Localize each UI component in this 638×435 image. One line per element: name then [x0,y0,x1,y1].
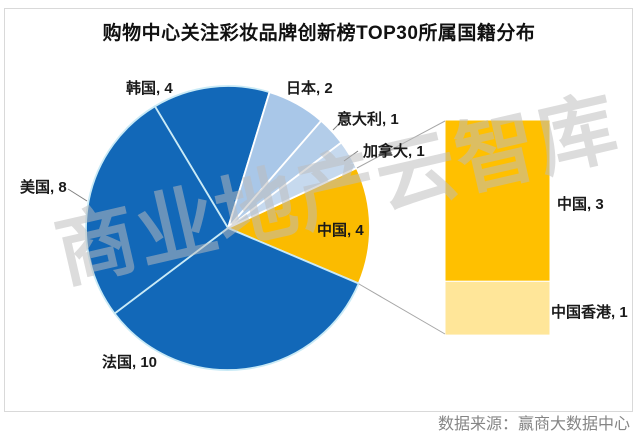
label-china-bar: 中国, 3 [557,196,604,213]
label-italy: 意大利, 1 [337,111,399,128]
pie-slice-法国 [113,227,360,371]
leader-line-italy [332,122,341,131]
label-china-pie: 中国, 4 [317,222,364,239]
label-hongkong-bar: 中国香港, 1 [551,304,628,321]
label-canada: 加拿大, 1 [363,143,425,160]
chart-title: 购物中心关注彩妆品牌创新榜TOP30所属国籍分布 [102,23,536,44]
pie-slices-group [85,85,371,371]
leader-line-usa [67,188,88,202]
bar-segment-中国 [444,119,551,282]
label-france: 法国, 10 [102,354,158,371]
label-usa: 美国, 8 [20,179,67,196]
series-line-bottom [358,283,446,335]
pie-slice-美国 [85,105,229,315]
bar-segment-中国香港 [444,280,551,336]
pie-slice-中国 [227,167,371,285]
pie-slice-韩国 [154,85,271,229]
series-line-top [356,120,446,169]
leader-lines [67,122,359,202]
label-korea: 韩国, 4 [126,80,173,97]
data-source-note: 数据来源：赢商大数据中心 [437,416,630,433]
leader-line-canada [343,150,359,162]
label-japan: 日本, 2 [286,80,333,97]
connector-lines [356,120,446,335]
bar-segments-group [444,119,551,336]
